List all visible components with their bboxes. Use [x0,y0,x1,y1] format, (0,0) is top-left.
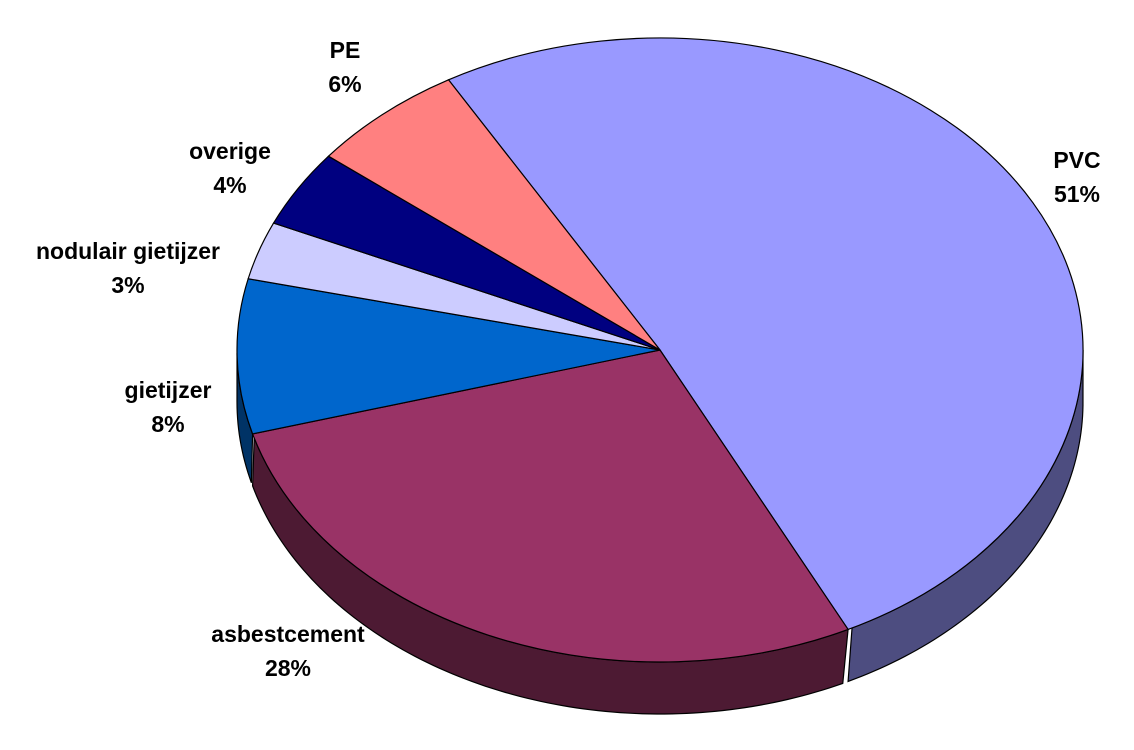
slice [327,79,661,351]
value-label: 4% [213,172,246,198]
value-label: 28% [265,655,311,681]
slice [236,278,661,435]
value-label: 6% [328,71,361,97]
slice-label: asbestcement [211,621,365,647]
value-label: 51% [1054,181,1100,207]
slice-label: nodulair gietijzer [36,238,220,264]
slice-label: overige [189,138,271,164]
value-label: 8% [151,411,184,437]
slice [251,349,850,663]
slice [447,37,1084,631]
slice-label: PVC [1053,147,1100,173]
value-label: 3% [111,272,144,298]
slice-label: gietijzer [125,377,212,403]
slice-label: PE [330,37,361,63]
